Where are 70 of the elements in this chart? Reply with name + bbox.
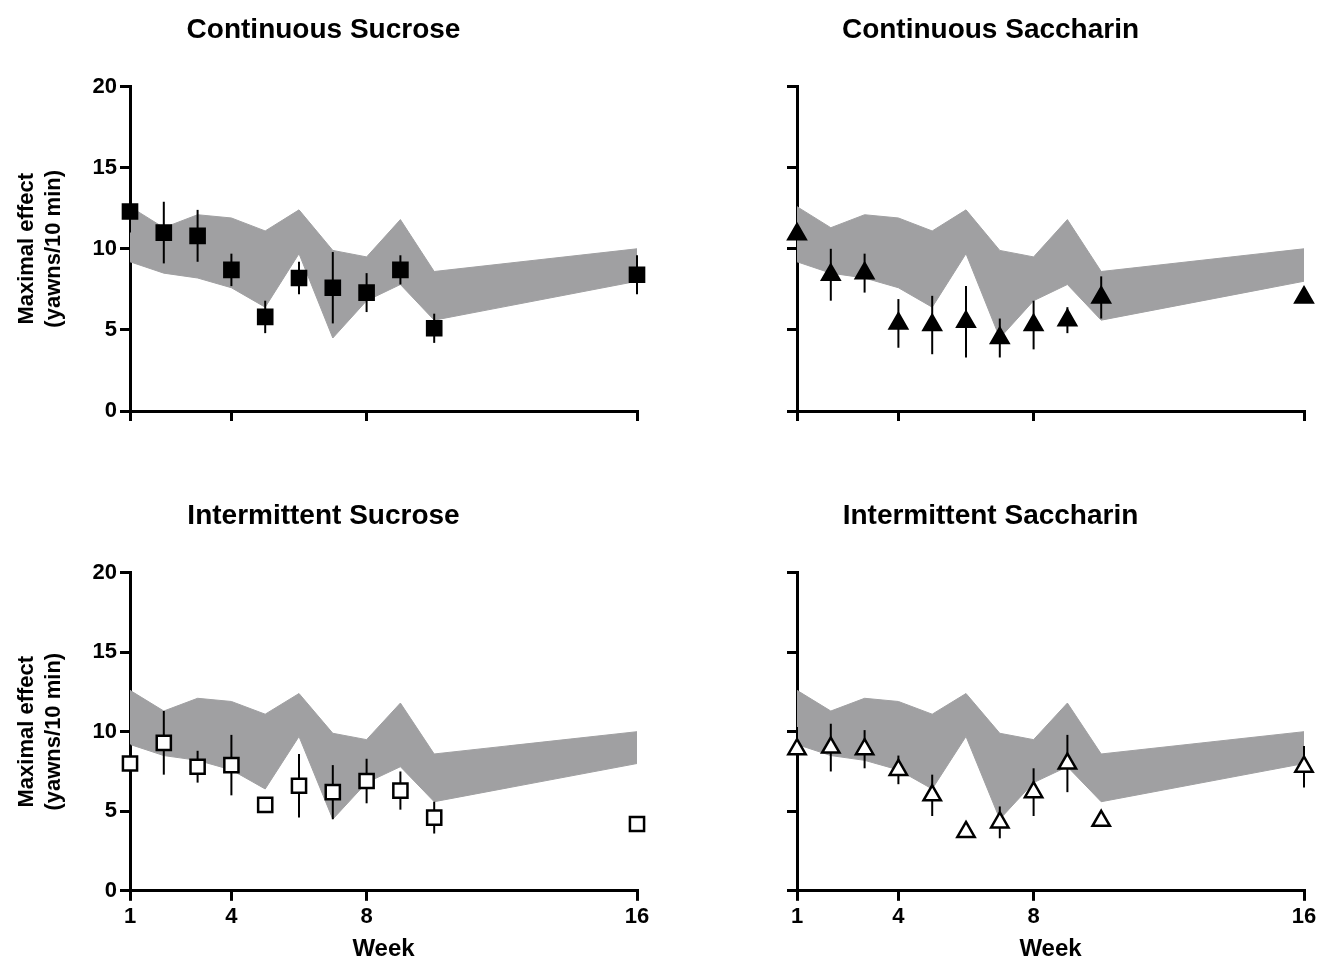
point	[256, 308, 274, 326]
chart-title: Intermittent Sucrose	[187, 498, 460, 530]
point	[1023, 780, 1044, 799]
point	[324, 279, 342, 297]
point	[425, 809, 443, 826]
point	[358, 772, 375, 790]
y-tick-label: 10	[92, 234, 117, 260]
point	[1057, 752, 1078, 770]
point	[1057, 308, 1078, 327]
x-tick-label: 1	[790, 903, 804, 929]
y-tick-label: 10	[92, 717, 117, 743]
point	[223, 756, 240, 774]
point	[854, 737, 875, 756]
point	[956, 310, 976, 329]
point	[956, 820, 976, 839]
point	[888, 758, 909, 777]
x-axis-title: Week	[352, 934, 416, 962]
y-axis-title: Maximal effect (yawns/10 min)	[13, 169, 65, 328]
y-tick-label: 20	[92, 72, 117, 98]
point	[1294, 755, 1314, 773]
y-tick-label: 5	[104, 797, 117, 823]
point	[256, 796, 274, 814]
point	[425, 319, 443, 337]
point	[392, 782, 409, 799]
point	[787, 222, 807, 241]
point	[787, 737, 807, 756]
point	[155, 734, 173, 752]
point	[290, 269, 308, 287]
point	[989, 811, 1010, 829]
point	[854, 261, 875, 280]
chart-title: Intermittent Saccharin	[842, 498, 1139, 530]
x-tick-label: 4	[892, 903, 906, 929]
y-tick-label: 15	[92, 153, 117, 179]
point	[628, 815, 646, 833]
y-tick-label: 5	[104, 315, 117, 341]
point	[1294, 286, 1314, 304]
x-tick-label: 4	[225, 903, 239, 929]
point	[888, 312, 909, 330]
point	[324, 783, 342, 801]
y-tick-label: 15	[92, 638, 117, 664]
point	[922, 313, 943, 332]
point	[989, 326, 1010, 345]
point	[121, 755, 139, 772]
point	[223, 261, 240, 279]
point	[1091, 809, 1112, 828]
chart-title: Continuous Saccharin	[841, 12, 1140, 44]
y-tick-label: 20	[92, 558, 117, 584]
point	[820, 736, 841, 754]
point	[121, 203, 139, 220]
point	[392, 261, 409, 279]
point	[922, 784, 943, 802]
y-tick-label: 0	[104, 876, 117, 902]
y-tick-label: 0	[104, 397, 117, 423]
point	[290, 777, 308, 795]
x-tick-label: 8	[1027, 903, 1040, 929]
y-axis-title: Maximal effect (yawns/10 min)	[13, 652, 65, 811]
chart-title: Continuous Sucrose	[186, 12, 461, 44]
point	[820, 263, 841, 281]
point	[628, 266, 646, 284]
point	[155, 224, 173, 241]
point	[1091, 286, 1112, 304]
point	[358, 284, 375, 301]
x-tick-label: 16	[1291, 903, 1317, 929]
x-tick-label: 16	[624, 903, 650, 929]
point	[189, 227, 206, 245]
x-tick-label: 8	[360, 903, 373, 929]
point	[189, 758, 206, 776]
x-tick-label: 1	[123, 903, 137, 929]
x-axis-title: Week	[1019, 934, 1083, 962]
point	[1023, 313, 1044, 332]
